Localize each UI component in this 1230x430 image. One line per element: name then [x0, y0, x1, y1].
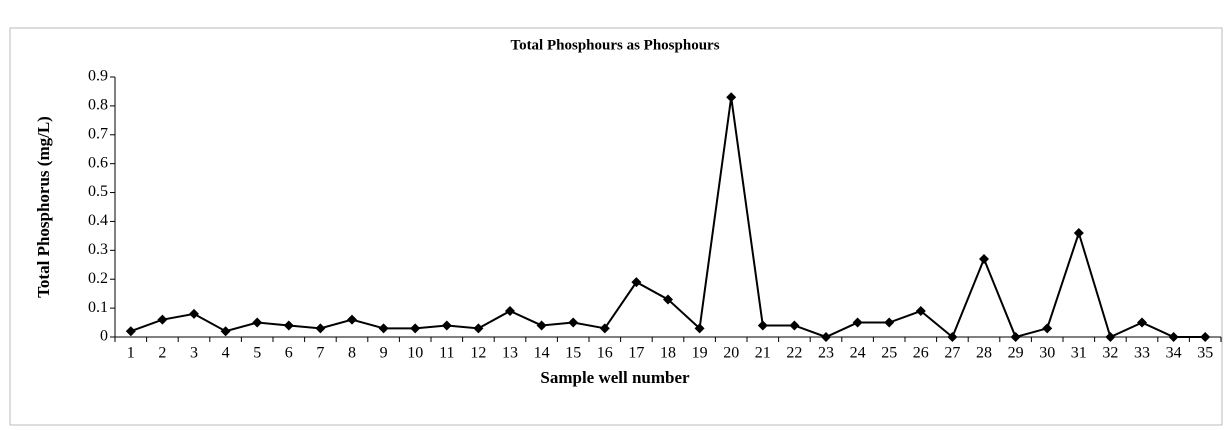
y-tick-label: 0.6	[88, 154, 108, 171]
data-marker	[505, 306, 515, 316]
data-marker	[568, 317, 579, 328]
data-marker	[884, 317, 895, 328]
y-tick-label: 0.5	[88, 183, 108, 200]
data-marker	[726, 92, 737, 103]
chart-frame	[9, 27, 1223, 426]
x-tick-label: 14	[534, 345, 550, 362]
data-marker	[1010, 332, 1021, 342]
data-marker	[315, 323, 326, 334]
x-tick-label: 22	[786, 345, 802, 362]
x-tick-label: 28	[976, 345, 992, 362]
x-tick-label: 13	[502, 345, 518, 362]
chart-title: Total Phosphours as Phosphours	[510, 37, 719, 53]
y-tick-label: 0.4	[88, 212, 108, 229]
x-tick-label: 4	[222, 345, 230, 362]
y-tick-label: 0.1	[88, 299, 108, 316]
data-marker	[378, 323, 389, 334]
x-tick-label: 18	[660, 345, 676, 362]
x-tick-label: 26	[913, 345, 929, 362]
data-marker	[441, 320, 452, 331]
y-tick-label: 0	[100, 328, 108, 345]
data-marker	[252, 317, 263, 328]
data-marker	[189, 308, 199, 319]
y-tick-label: 0.8	[88, 97, 108, 114]
data-marker	[821, 332, 831, 342]
y-axis-title: Total Phosphorus (mg/L)	[34, 116, 53, 298]
data-marker	[915, 306, 926, 316]
x-tick-label: 34	[1166, 345, 1182, 362]
x-tick-label: 21	[755, 345, 771, 362]
x-tick-label: 32	[1102, 345, 1118, 362]
data-marker	[157, 314, 168, 325]
x-tick-label: 24	[850, 345, 866, 362]
data-marker	[1137, 317, 1147, 328]
data-marker	[631, 277, 642, 288]
data-marker	[473, 323, 484, 334]
x-tick-label: 29	[1008, 345, 1024, 362]
data-marker	[694, 323, 705, 334]
x-tick-label: 15	[565, 345, 581, 362]
data-marker	[789, 320, 800, 331]
y-tick-label: 0.3	[88, 241, 108, 258]
data-marker	[1073, 228, 1084, 238]
data-marker	[410, 323, 421, 334]
x-tick-label: 31	[1071, 345, 1087, 362]
x-tick-label: 5	[253, 345, 261, 362]
x-tick-label: 20	[723, 345, 739, 362]
data-marker	[220, 326, 231, 337]
data-marker	[947, 332, 958, 342]
x-tick-label: 19	[692, 345, 708, 362]
data-marker	[125, 326, 136, 337]
x-tick-label: 30	[1039, 345, 1055, 362]
x-tick-label: 12	[470, 345, 486, 362]
data-marker	[979, 254, 989, 264]
data-marker	[1042, 323, 1053, 334]
x-tick-label: 33	[1134, 345, 1150, 362]
x-tick-label: 17	[628, 345, 644, 362]
data-marker	[536, 320, 547, 331]
x-tick-label: 3	[190, 345, 198, 362]
x-tick-label: 9	[380, 345, 388, 362]
data-marker	[347, 314, 357, 325]
y-tick-label: 0.2	[88, 270, 108, 287]
data-marker	[852, 317, 863, 328]
x-tick-label: 10	[407, 345, 423, 362]
y-tick-label: 0.7	[88, 125, 108, 142]
data-marker	[663, 294, 673, 305]
x-tick-label: 35	[1197, 345, 1213, 362]
data-marker	[599, 323, 610, 334]
x-tick-label: 8	[348, 345, 356, 362]
x-tick-label: 25	[881, 345, 897, 362]
x-tick-label: 16	[597, 345, 613, 362]
x-tick-label: 23	[818, 345, 834, 362]
x-tick-label: 27	[944, 345, 960, 362]
data-marker	[1168, 332, 1179, 342]
x-tick-label: 7	[316, 345, 324, 362]
data-marker	[757, 320, 768, 331]
data-marker	[1200, 332, 1211, 342]
x-tick-label: 6	[285, 345, 293, 362]
x-tick-label: 1	[127, 345, 135, 362]
x-axis-title: Sample well number	[540, 368, 690, 387]
x-tick-label: 2	[158, 345, 166, 362]
y-tick-label: 0.9	[88, 68, 108, 85]
data-marker	[283, 320, 294, 331]
x-tick-label: 11	[439, 345, 454, 362]
data-marker	[1105, 332, 1116, 342]
